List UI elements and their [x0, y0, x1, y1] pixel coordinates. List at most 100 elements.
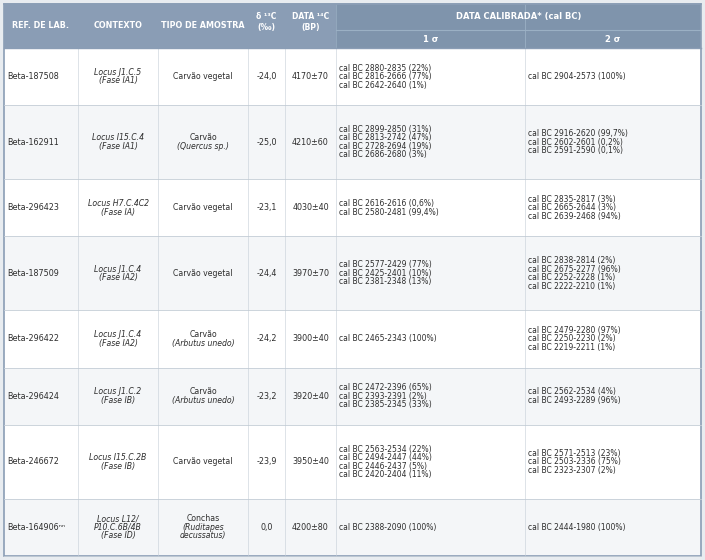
Text: Conchas: Conchas [186, 514, 220, 523]
Text: cal BC 2728-2694 (19%): cal BC 2728-2694 (19%) [339, 142, 431, 151]
Text: 3950±40: 3950±40 [292, 458, 329, 466]
Text: Locus J1.C.4: Locus J1.C.4 [94, 264, 142, 273]
Text: Locus L12/: Locus L12/ [97, 514, 139, 523]
Text: Beta-187508: Beta-187508 [7, 72, 59, 81]
Text: 4200±80: 4200±80 [292, 522, 329, 532]
Text: Carvão vegetal: Carvão vegetal [173, 72, 233, 81]
Text: cal BC 2816-2666 (77%): cal BC 2816-2666 (77%) [339, 72, 431, 81]
Text: cal BC 2813-2742 (47%): cal BC 2813-2742 (47%) [339, 133, 431, 142]
Text: Locus J1.C.2: Locus J1.C.2 [94, 388, 142, 396]
Text: REF. DE LAB.: REF. DE LAB. [13, 21, 70, 30]
Text: (Fase IB): (Fase IB) [101, 461, 135, 470]
Text: Beta-187509: Beta-187509 [7, 269, 59, 278]
Text: Beta-296424: Beta-296424 [7, 392, 59, 401]
Text: -23,9: -23,9 [256, 458, 277, 466]
Text: (Fase ID): (Fase ID) [101, 531, 135, 540]
Text: cal BC 2388-2090 (100%): cal BC 2388-2090 (100%) [339, 522, 436, 532]
Text: cal BC 2503-2336 (75%): cal BC 2503-2336 (75%) [528, 458, 621, 466]
Text: cal BC 2393-2391 (2%): cal BC 2393-2391 (2%) [339, 392, 427, 401]
Text: (Fase IA): (Fase IA) [101, 208, 135, 217]
Text: Beta-296423: Beta-296423 [7, 203, 59, 212]
Bar [4, 498, 701, 556]
Text: -24,0: -24,0 [257, 72, 276, 81]
Text: cal BC 2563-2534 (22%): cal BC 2563-2534 (22%) [339, 445, 431, 454]
Text: 3900±40: 3900±40 [292, 334, 329, 343]
Text: -24,2: -24,2 [256, 334, 277, 343]
Text: (Fase IA1): (Fase IA1) [99, 142, 137, 151]
Text: Locus H7.C.4C2: Locus H7.C.4C2 [87, 199, 149, 208]
Text: cal BC 2420-2404 (11%): cal BC 2420-2404 (11%) [339, 470, 431, 479]
Text: Locus J1.C.5: Locus J1.C.5 [94, 68, 142, 77]
Bar [4, 367, 701, 425]
Text: 2 σ: 2 σ [606, 35, 620, 44]
Text: Carvão: Carvão [189, 133, 217, 142]
Text: (Ruditapes: (Ruditapes [182, 522, 223, 532]
Text: 4170±70: 4170±70 [292, 72, 329, 81]
Text: Locus J1.C.4: Locus J1.C.4 [94, 330, 142, 339]
Text: CONTEXTO: CONTEXTO [94, 21, 142, 30]
Text: cal BC 2639-2468 (94%): cal BC 2639-2468 (94%) [528, 212, 620, 221]
Text: -23,1: -23,1 [257, 203, 276, 212]
Text: Locus I15.C.2B: Locus I15.C.2B [90, 453, 147, 462]
Bar [4, 48, 701, 105]
Text: Beta-164906ⁿⁿ: Beta-164906ⁿⁿ [7, 522, 65, 532]
Text: DATA ¹⁴C
(BP): DATA ¹⁴C (BP) [292, 12, 329, 32]
Text: (Fase IB): (Fase IB) [101, 396, 135, 405]
Text: cal BC 2479-2280 (97%): cal BC 2479-2280 (97%) [528, 326, 620, 335]
Text: 3970±70: 3970±70 [292, 269, 329, 278]
Text: Carvão: Carvão [189, 330, 217, 339]
Text: cal BC 2444-1980 (100%): cal BC 2444-1980 (100%) [528, 522, 625, 532]
Text: cal BC 2899-2850 (31%): cal BC 2899-2850 (31%) [339, 125, 431, 134]
Text: -24,4: -24,4 [257, 269, 276, 278]
Text: P10.C.6B/4B: P10.C.6B/4B [94, 522, 142, 532]
Text: 0,0: 0,0 [260, 522, 273, 532]
Text: Beta-246672: Beta-246672 [7, 458, 59, 466]
Text: (Arbutus unedo): (Arbutus unedo) [172, 396, 234, 405]
Text: cal BC 2446-2437 (5%): cal BC 2446-2437 (5%) [339, 461, 427, 470]
Text: -23,2: -23,2 [256, 392, 277, 401]
Text: Carvão: Carvão [189, 388, 217, 396]
Text: 4030±40: 4030±40 [292, 203, 329, 212]
Text: cal BC 2577-2429 (77%): cal BC 2577-2429 (77%) [339, 260, 431, 269]
Bar [336, 4, 701, 48]
Text: δ ¹³C
(‰): δ ¹³C (‰) [257, 12, 276, 32]
Text: cal BC 2580-2481 (99,4%): cal BC 2580-2481 (99,4%) [339, 208, 439, 217]
Text: Carvão vegetal: Carvão vegetal [173, 269, 233, 278]
Text: cal BC 2675-2277 (96%): cal BC 2675-2277 (96%) [528, 264, 620, 273]
Text: cal BC 2381-2348 (13%): cal BC 2381-2348 (13%) [339, 277, 431, 286]
Text: 3920±40: 3920±40 [292, 392, 329, 401]
Text: decussatus): decussatus) [180, 531, 226, 540]
Text: -25,0: -25,0 [256, 138, 277, 147]
Bar [4, 105, 701, 179]
Text: cal BC 2494-2447 (44%): cal BC 2494-2447 (44%) [339, 453, 432, 462]
Text: cal BC 2616-2616 (0,6%): cal BC 2616-2616 (0,6%) [339, 199, 434, 208]
Text: cal BC 2385-2345 (33%): cal BC 2385-2345 (33%) [339, 400, 431, 409]
Text: cal BC 2571-2513 (23%): cal BC 2571-2513 (23%) [528, 449, 620, 458]
Text: cal BC 2686-2680 (3%): cal BC 2686-2680 (3%) [339, 151, 427, 160]
Text: cal BC 2562-2534 (4%): cal BC 2562-2534 (4%) [528, 388, 616, 396]
Text: cal BC 2323-2307 (2%): cal BC 2323-2307 (2%) [528, 466, 615, 475]
Text: 1 σ: 1 σ [423, 35, 439, 44]
Text: Carvão vegetal: Carvão vegetal [173, 203, 233, 212]
Text: cal BC 2250-2230 (2%): cal BC 2250-2230 (2%) [528, 334, 615, 343]
Text: DATA CALIBRADA* (cal BC): DATA CALIBRADA* (cal BC) [456, 12, 581, 21]
Text: Locus I15.C.4: Locus I15.C.4 [92, 133, 144, 142]
Text: cal BC 2880-2835 (22%): cal BC 2880-2835 (22%) [339, 64, 431, 73]
Text: Carvão vegetal: Carvão vegetal [173, 458, 233, 466]
Text: cal BC 2835-2817 (3%): cal BC 2835-2817 (3%) [528, 195, 615, 204]
Text: cal BC 2591-2590 (0,1%): cal BC 2591-2590 (0,1%) [528, 146, 623, 155]
Text: TIPO DE AMOSTRA: TIPO DE AMOSTRA [161, 21, 245, 30]
Bar [4, 4, 701, 48]
Text: cal BC 2425-2401 (10%): cal BC 2425-2401 (10%) [339, 269, 431, 278]
Text: cal BC 2252-2228 (1%): cal BC 2252-2228 (1%) [528, 273, 615, 282]
Text: (Fase IA2): (Fase IA2) [99, 338, 137, 348]
Text: (Arbutus unedo): (Arbutus unedo) [172, 338, 234, 348]
Text: Beta-296422: Beta-296422 [7, 334, 59, 343]
Text: cal BC 2916-2620 (99,7%): cal BC 2916-2620 (99,7%) [528, 129, 628, 138]
Text: Beta-162911: Beta-162911 [7, 138, 59, 147]
Text: cal BC 2904-2573 (100%): cal BC 2904-2573 (100%) [528, 72, 625, 81]
Text: cal BC 2222-2210 (1%): cal BC 2222-2210 (1%) [528, 282, 615, 291]
Bar [4, 179, 701, 236]
Bar [4, 236, 701, 310]
Text: cal BC 2472-2396 (65%): cal BC 2472-2396 (65%) [339, 383, 431, 392]
